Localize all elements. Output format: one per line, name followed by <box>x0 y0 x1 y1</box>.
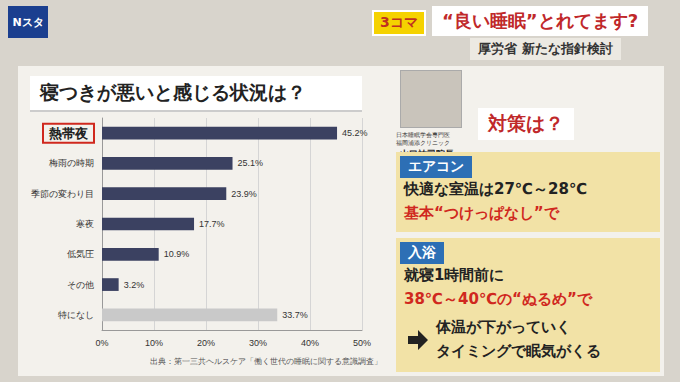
svg-text:23.9%: 23.9% <box>231 189 257 199</box>
svg-text:25.1%: 25.1% <box>238 158 264 168</box>
html-text:“良い睡眠”とれてます?: “良い睡眠”とれてます? <box>442 10 639 31</box>
svg-text:季節の変わり目: 季節の変わり目 <box>31 189 94 199</box>
svg-text:特になし: 特になし <box>58 310 94 320</box>
svg-text:3.2%: 3.2% <box>124 280 145 290</box>
html-text:エアコン: エアコン <box>408 158 464 174</box>
html-text:対策は？: 対策は？ <box>488 112 564 134</box>
html-text:山口祐司院長: 山口祐司院長 <box>400 149 454 159</box>
svg-text:50%: 50% <box>353 338 371 348</box>
svg-text:熱帯夜: 熱帯夜 <box>48 126 89 141</box>
html-text:タイミングで眠気がくる: タイミングで眠気がくる <box>436 342 601 360</box>
svg-text:0%: 0% <box>95 338 108 348</box>
html-text:就寝1時間前に: 就寝1時間前に <box>404 266 505 284</box>
html-text:福岡浦添クリニック: 福岡浦添クリニック <box>396 139 450 146</box>
svg-text:40%: 40% <box>301 338 319 348</box>
svg-text:33.7%: 33.7% <box>282 310 308 320</box>
html-text:3コマ: 3コマ <box>380 14 418 30</box>
html-text:体温が下がっていく: 体温が下がっていく <box>436 318 571 336</box>
html-text:寝つきが悪いと感じる状況は？: 寝つきが悪いと感じる状況は？ <box>40 81 306 103</box>
svg-text:その他: その他 <box>67 280 94 290</box>
html-text:厚労省 新たな指針検討: 厚労省 新たな指針検討 <box>478 41 613 56</box>
html-text:日本睡眠学会専門医: 日本睡眠学会専門医 <box>396 131 450 138</box>
svg-text:10%: 10% <box>145 338 163 348</box>
html-text:Nスタ: Nスタ <box>12 15 44 29</box>
svg-text:寒夜: 寒夜 <box>76 219 94 229</box>
html-text:38℃～40℃の“ぬるめ”で: 38℃～40℃の“ぬるめ”で <box>404 290 592 308</box>
html-text:出典：第一三共ヘルスケア「働く世代の睡眠に関する意識調査」: 出典：第一三共ヘルスケア「働く世代の睡眠に関する意識調査」 <box>150 357 382 366</box>
svg-text:20%: 20% <box>197 338 215 348</box>
svg-text:低気圧: 低気圧 <box>67 249 94 259</box>
html-text:基本“つけっぱなし”で: 基本“つけっぱなし”で <box>404 204 559 222</box>
svg-text:17.7%: 17.7% <box>199 219 225 229</box>
html-text:快適な室温は27℃～28℃: 快適な室温は27℃～28℃ <box>404 180 588 198</box>
svg-text:10.9%: 10.9% <box>164 249 190 259</box>
svg-text:30%: 30% <box>249 338 267 348</box>
html-text:入浴: 入浴 <box>408 244 436 260</box>
svg-text:45.2%: 45.2% <box>342 128 368 138</box>
svg-text:梅雨の時期: 梅雨の時期 <box>48 158 94 168</box>
